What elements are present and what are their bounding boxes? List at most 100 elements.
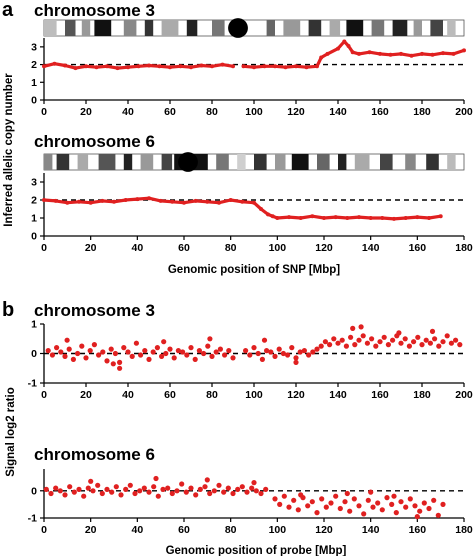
- ideogram-band: [161, 154, 173, 170]
- data-point: [275, 216, 280, 220]
- data-point: [249, 485, 255, 491]
- x-tick-label: 80: [206, 106, 218, 118]
- data-point: [132, 490, 138, 497]
- x-tick-label: 20: [80, 106, 92, 118]
- data-point: [415, 334, 421, 340]
- x-tick-label: 80: [225, 242, 237, 254]
- data-point: [389, 501, 395, 507]
- x-tick-label: 160: [409, 524, 427, 536]
- data-point: [287, 215, 291, 220]
- data-point: [109, 489, 115, 495]
- data-point: [323, 504, 329, 510]
- data-point: [396, 330, 402, 336]
- data-point: [409, 53, 414, 58]
- data-point: [309, 499, 315, 505]
- data-point: [211, 488, 217, 494]
- data-point: [117, 359, 123, 365]
- y-tick-label: 3: [31, 177, 37, 189]
- data-point: [100, 198, 105, 203]
- data-point: [367, 50, 372, 55]
- data-point: [453, 337, 459, 343]
- data-point: [84, 64, 88, 69]
- data-point: [244, 489, 250, 495]
- y-tick-label: 0: [31, 95, 37, 107]
- ideogram-band: [123, 20, 137, 36]
- x-tick-label: 0: [41, 242, 47, 254]
- data-point: [123, 198, 128, 202]
- x-tick-label: 140: [362, 242, 380, 254]
- data-point: [193, 198, 198, 203]
- data-point: [375, 500, 381, 506]
- data-point: [436, 343, 442, 349]
- chart-a1-title: chromosome 3: [34, 1, 155, 20]
- data-point: [310, 214, 315, 219]
- data-point: [360, 333, 366, 339]
- data-point: [225, 485, 231, 491]
- data-point: [252, 200, 256, 205]
- ideogram-band: [212, 20, 225, 36]
- data-point: [241, 64, 246, 69]
- data-point: [429, 328, 436, 334]
- y-tick-label: 2: [31, 195, 37, 207]
- data-point: [462, 48, 466, 53]
- data-point: [305, 503, 311, 509]
- data-point: [64, 337, 70, 343]
- data-point: [398, 340, 404, 346]
- ideogram-band: [380, 154, 393, 170]
- data-point: [251, 345, 257, 351]
- data-point: [381, 334, 387, 340]
- data-point: [100, 349, 106, 355]
- data-point: [117, 365, 123, 371]
- data-point: [205, 199, 210, 204]
- data-point: [226, 348, 232, 354]
- data-point: [420, 51, 424, 56]
- data-point: [108, 346, 114, 352]
- data-point: [91, 342, 97, 348]
- data-point: [438, 214, 443, 219]
- data-point: [123, 486, 129, 492]
- data-point: [431, 497, 437, 503]
- data-point: [118, 492, 124, 498]
- x-tick-label: 120: [315, 524, 333, 536]
- data-point: [415, 215, 420, 220]
- ideogram-band: [216, 154, 229, 170]
- data-point: [157, 64, 162, 69]
- data-point: [440, 501, 446, 507]
- chart-b2-plot: -1 0 0 20 40 60 80 100 120 140 160 180: [28, 469, 473, 536]
- data-point: [127, 482, 133, 488]
- data-point: [259, 356, 265, 362]
- data-point: [348, 334, 354, 340]
- data-point: [112, 199, 116, 204]
- y-tick-label: 2: [31, 59, 37, 71]
- data-point: [220, 62, 225, 67]
- centromere: [178, 152, 198, 172]
- x-tick-label: 60: [164, 106, 176, 118]
- data-point: [48, 490, 54, 497]
- data-point: [406, 343, 412, 349]
- data-point: [188, 345, 194, 351]
- data-point: [204, 477, 210, 483]
- y-tick-label: 1: [31, 213, 37, 225]
- data-point: [146, 489, 152, 495]
- data-point: [268, 349, 274, 355]
- data-point: [417, 508, 423, 514]
- data-point: [306, 352, 312, 358]
- data-point: [356, 337, 362, 343]
- data-point: [364, 340, 370, 346]
- x-tick-label: 180: [413, 389, 431, 401]
- data-point: [165, 485, 171, 491]
- data-point: [154, 345, 160, 351]
- data-point: [270, 214, 275, 219]
- data-point: [377, 339, 383, 345]
- data-point: [319, 55, 324, 60]
- data-point: [197, 486, 203, 492]
- ideogram-band: [123, 154, 133, 170]
- x-tick-label: 60: [178, 242, 190, 254]
- data-point: [81, 493, 87, 499]
- data-point: [182, 200, 186, 205]
- data-point: [352, 342, 358, 348]
- data-point: [79, 343, 85, 349]
- data-point: [297, 349, 303, 355]
- y-tick-label: -1: [28, 513, 37, 525]
